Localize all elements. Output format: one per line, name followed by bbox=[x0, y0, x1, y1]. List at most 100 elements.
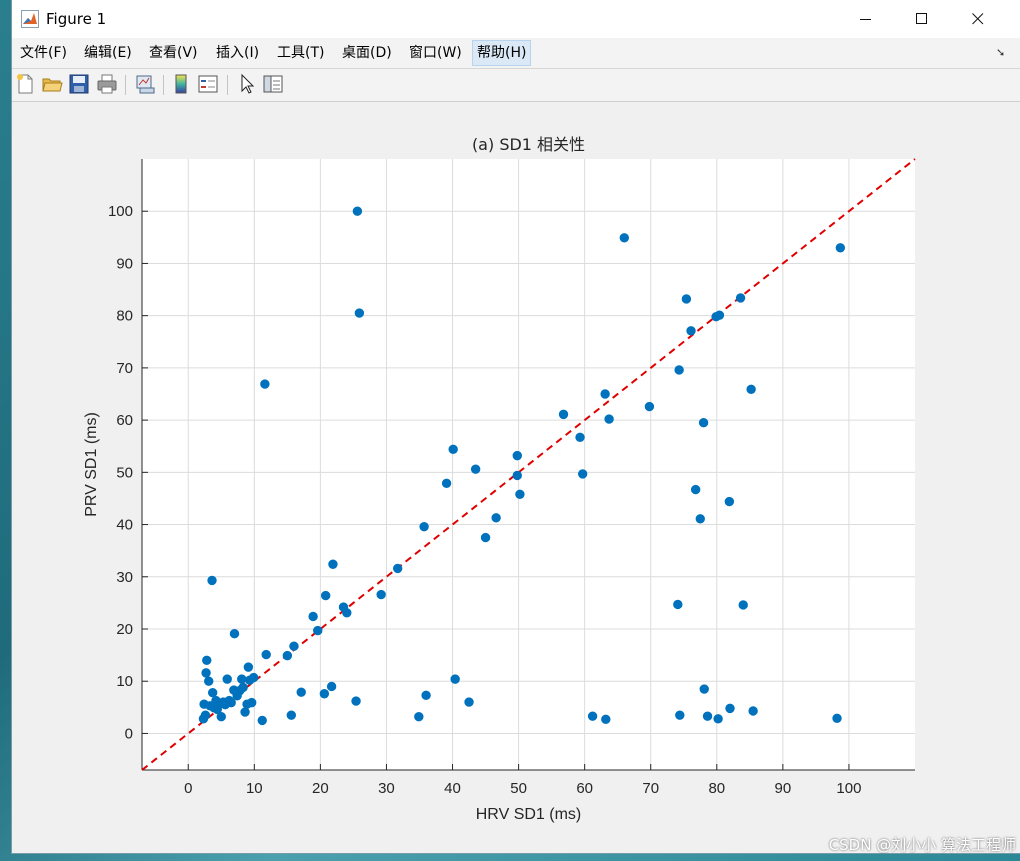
y-tick-label: 20 bbox=[116, 621, 133, 638]
data-point bbox=[686, 326, 696, 336]
data-point bbox=[229, 629, 240, 639]
y-tick-label: 40 bbox=[116, 517, 133, 534]
maximize-button[interactable] bbox=[894, 0, 950, 38]
print-icon[interactable] bbox=[96, 73, 118, 95]
save-icon[interactable] bbox=[68, 73, 90, 95]
reference-line bbox=[141, 158, 916, 771]
data-point bbox=[421, 690, 431, 701]
open-file-icon[interactable] bbox=[41, 73, 63, 95]
data-point bbox=[308, 611, 318, 622]
x-tick-label: 30 bbox=[378, 780, 395, 797]
x-axis-label: HRV SD1 (ms) bbox=[476, 806, 582, 823]
menu-help[interactable]: 帮助(H) bbox=[472, 40, 532, 66]
data-point bbox=[392, 563, 403, 574]
data-point bbox=[725, 703, 735, 714]
x-tick-label: 80 bbox=[708, 780, 725, 797]
figure-window: Figure 1 文件(F) 编辑(E) 查看(V) 插入(I) 工具(T) 桌… bbox=[12, 0, 1020, 853]
data-point bbox=[512, 450, 522, 461]
chart-title: (a) SD1 相关性 bbox=[472, 135, 585, 154]
toolbar bbox=[12, 69, 1020, 102]
colorbar-icon[interactable] bbox=[170, 73, 192, 95]
x-tick-label: 50 bbox=[510, 780, 527, 797]
menu-edit[interactable]: 编辑(E) bbox=[84, 45, 132, 61]
data-point bbox=[558, 409, 569, 420]
x-tick-label: 100 bbox=[836, 780, 861, 797]
menu-window[interactable]: 窗口(W) bbox=[409, 45, 462, 61]
maximize-icon bbox=[916, 13, 927, 24]
x-tick-label: 90 bbox=[775, 780, 792, 797]
y-tick-label: 0 bbox=[125, 725, 133, 742]
minimize-button[interactable] bbox=[838, 0, 894, 38]
data-point bbox=[835, 243, 846, 253]
data-point bbox=[464, 697, 474, 707]
data-point bbox=[673, 599, 683, 610]
data-point bbox=[240, 707, 250, 717]
property-inspector-icon[interactable] bbox=[262, 73, 284, 95]
menu-tools[interactable]: 工具(T) bbox=[277, 45, 325, 61]
data-point bbox=[448, 444, 458, 455]
data-point bbox=[575, 432, 585, 443]
x-tick-label: 60 bbox=[576, 780, 593, 797]
data-point bbox=[200, 710, 211, 720]
window-title: Figure 1 bbox=[46, 10, 107, 28]
data-point bbox=[675, 710, 685, 720]
data-point bbox=[342, 608, 352, 618]
data-point bbox=[698, 418, 709, 428]
data-point bbox=[695, 514, 705, 524]
menu-desktop[interactable]: 桌面(D) bbox=[342, 45, 392, 61]
data-point bbox=[480, 532, 491, 543]
data-point bbox=[328, 559, 338, 569]
data-point bbox=[248, 672, 259, 683]
data-point bbox=[832, 713, 842, 723]
data-point bbox=[376, 589, 386, 600]
data-point bbox=[713, 714, 723, 724]
data-point bbox=[204, 676, 214, 686]
data-point bbox=[286, 710, 297, 720]
y-axis-label: PRV SD1 (ms) bbox=[83, 412, 100, 517]
data-point bbox=[282, 650, 293, 661]
toolbar-separator bbox=[227, 75, 228, 95]
new-figure-icon[interactable] bbox=[14, 73, 36, 95]
data-point bbox=[619, 233, 629, 243]
dock-arrow-icon[interactable]: ➘ bbox=[996, 46, 1006, 59]
data-point bbox=[738, 600, 748, 610]
data-point bbox=[289, 641, 299, 651]
menu-bar: 文件(F) 编辑(E) 查看(V) 插入(I) 工具(T) 桌面(D) 窗口(W… bbox=[12, 38, 1020, 69]
close-button[interactable] bbox=[950, 0, 1006, 38]
data-point bbox=[515, 489, 525, 499]
data-point bbox=[237, 674, 247, 684]
data-point bbox=[690, 484, 701, 495]
data-point bbox=[246, 697, 257, 708]
data-point bbox=[724, 496, 735, 507]
data-point bbox=[748, 706, 758, 716]
data-point bbox=[735, 293, 746, 303]
data-point bbox=[351, 696, 361, 706]
data-point bbox=[243, 662, 254, 672]
matlab-icon bbox=[21, 10, 39, 28]
data-point bbox=[746, 384, 756, 394]
x-tick-label: 20 bbox=[312, 780, 329, 797]
pointer-icon[interactable] bbox=[236, 73, 258, 95]
data-point bbox=[491, 513, 501, 523]
data-point bbox=[313, 625, 323, 636]
menu-file[interactable]: 文件(F) bbox=[20, 45, 67, 61]
toolbar-separator bbox=[125, 75, 126, 95]
menu-view[interactable]: 查看(V) bbox=[149, 45, 198, 61]
x-tick-label: 70 bbox=[642, 780, 659, 797]
y-tick-label: 30 bbox=[116, 569, 133, 586]
data-point bbox=[681, 294, 692, 304]
close-icon bbox=[972, 13, 984, 25]
title-bar[interactable]: Figure 1 bbox=[12, 0, 1020, 38]
scatter-plot[interactable]: 0 10 20 30 40 50 60 70 80 90 100 0 10 20 30 40 50 60 70 80 9… bbox=[12, 102, 1020, 853]
data-point bbox=[260, 379, 270, 389]
data-point bbox=[414, 712, 424, 722]
data-point bbox=[702, 711, 713, 721]
menu-insert[interactable]: 插入(I) bbox=[216, 45, 260, 61]
link-plot-icon[interactable] bbox=[134, 73, 156, 95]
toolbar-separator bbox=[163, 75, 164, 95]
data-point bbox=[326, 681, 337, 692]
data-point bbox=[577, 469, 588, 479]
data-point bbox=[352, 206, 363, 216]
minimize-icon bbox=[860, 19, 871, 20]
legend-icon[interactable] bbox=[197, 73, 219, 95]
